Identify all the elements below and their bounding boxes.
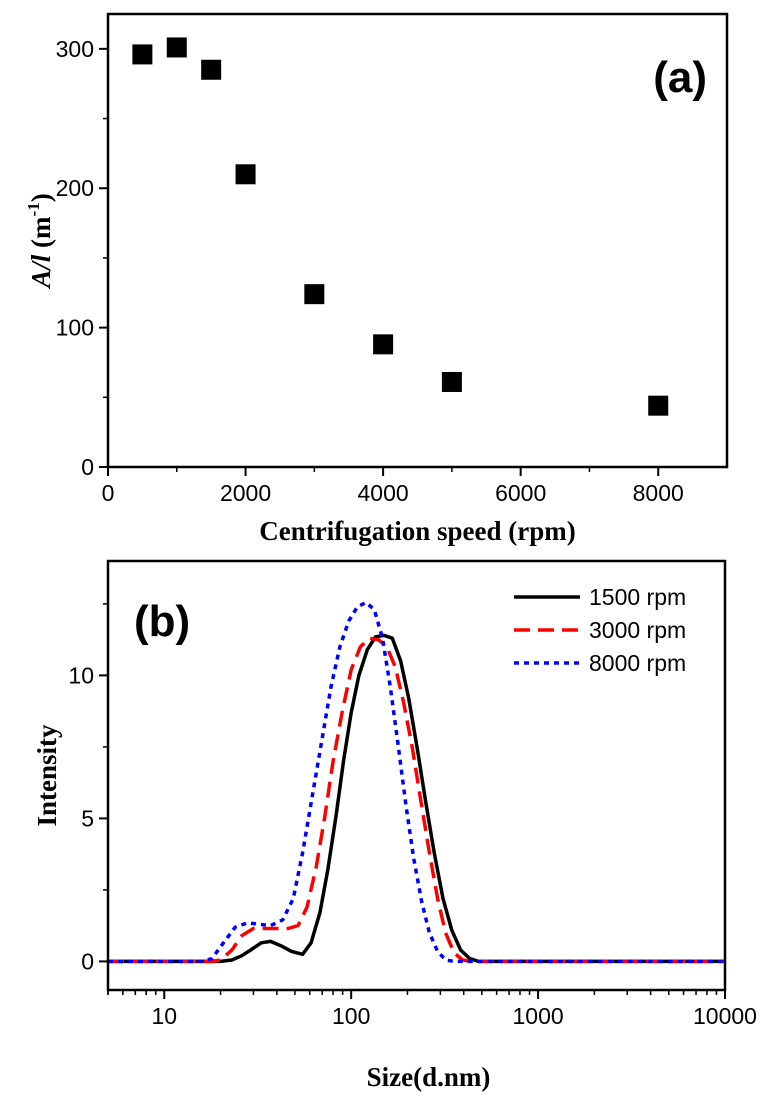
panel-b-legend-label: 8000 rpm <box>589 650 686 676</box>
panel-a-y-axis-title-italic: A/l <box>26 254 56 290</box>
panel-a-x-tick-label: 8000 <box>633 480 684 506</box>
panel-a-data-point <box>132 44 153 65</box>
panel-a-data-point <box>648 395 669 416</box>
panel-a-ticks: 0 2000 4000 6000 8000 0 100 200 300 <box>56 36 684 506</box>
panel-a-label: (a) <box>653 53 707 102</box>
panel-a-data-point <box>373 334 394 355</box>
panel-a-y-tick-label: 0 <box>81 454 94 480</box>
panel-b-x-tick-label: 100 <box>332 1003 370 1029</box>
panel-b-y-axis-title: Intensity <box>32 724 62 827</box>
panel-b-x-tick-label: 10000 <box>693 1003 757 1029</box>
panel-a-x-tick-label: 6000 <box>495 480 546 506</box>
panel-b-x-tick-label: 1000 <box>513 1003 564 1029</box>
panel-b-series-line-1 <box>108 633 725 964</box>
panel-b-legend-label: 3000 rpm <box>589 617 686 643</box>
panel-a-y-axis-title: A/l (m-1) <box>24 193 56 289</box>
panel-a-x-tick-label: 0 <box>102 480 115 506</box>
panel-b-x-axis-title: Size(d.nm) <box>367 1062 491 1092</box>
panel-b-y-tick-label: 5 <box>81 805 94 831</box>
panel-b-series-lines <box>108 600 725 964</box>
panel-b-legend: 1500 rpm 3000 rpm 8000 rpm <box>514 584 686 676</box>
panel-b-y-tick-label: 0 <box>81 948 94 974</box>
panel-a-y-axis-title-close: ) <box>26 193 56 202</box>
panel-b-series-line-2 <box>108 636 725 964</box>
panel-a-x-tick-label: 2000 <box>220 480 271 506</box>
panel-a-y-tick-label: 200 <box>56 175 94 201</box>
panel-a-plot-frame <box>106 12 729 469</box>
panel-b-label: (b) <box>134 597 190 646</box>
panel-a-data-point <box>166 37 187 58</box>
panel-b-y-tick-label: 10 <box>68 662 94 688</box>
panel-a-data-point <box>235 164 256 185</box>
panel-b-legend-label: 1500 rpm <box>589 584 686 610</box>
panel-a-points <box>132 37 669 416</box>
panel-b-plot-frame <box>106 559 727 992</box>
panel-b-series-line-3 <box>108 600 725 964</box>
panel-a-data-point <box>201 59 222 80</box>
panel-a-data-point <box>304 284 325 305</box>
panel-a-x-tick-label: 4000 <box>358 480 409 506</box>
panel-b-line-chart: 10 100 1000 10000 0 5 10 (b) Size(d.nm) Intens… <box>32 559 757 1092</box>
panel-a-data-point <box>441 371 462 392</box>
panel-a-scatter-chart: 0 2000 4000 6000 8000 0 100 200 300 (a) Centrifu… <box>24 12 729 546</box>
panel-a-y-axis-title-superscript: -1 <box>24 202 43 216</box>
panel-a-x-axis-title: Centrifugation speed (rpm) <box>259 516 575 546</box>
panel-b-ticks: 10 100 1000 10000 0 5 10 <box>68 603 757 1029</box>
panel-a-y-tick-label: 100 <box>56 315 94 341</box>
panel-b-x-tick-label: 10 <box>151 1003 177 1029</box>
panel-a-y-tick-label: 300 <box>56 36 94 62</box>
panel-a-y-axis-title-unit: (m <box>26 216 56 255</box>
